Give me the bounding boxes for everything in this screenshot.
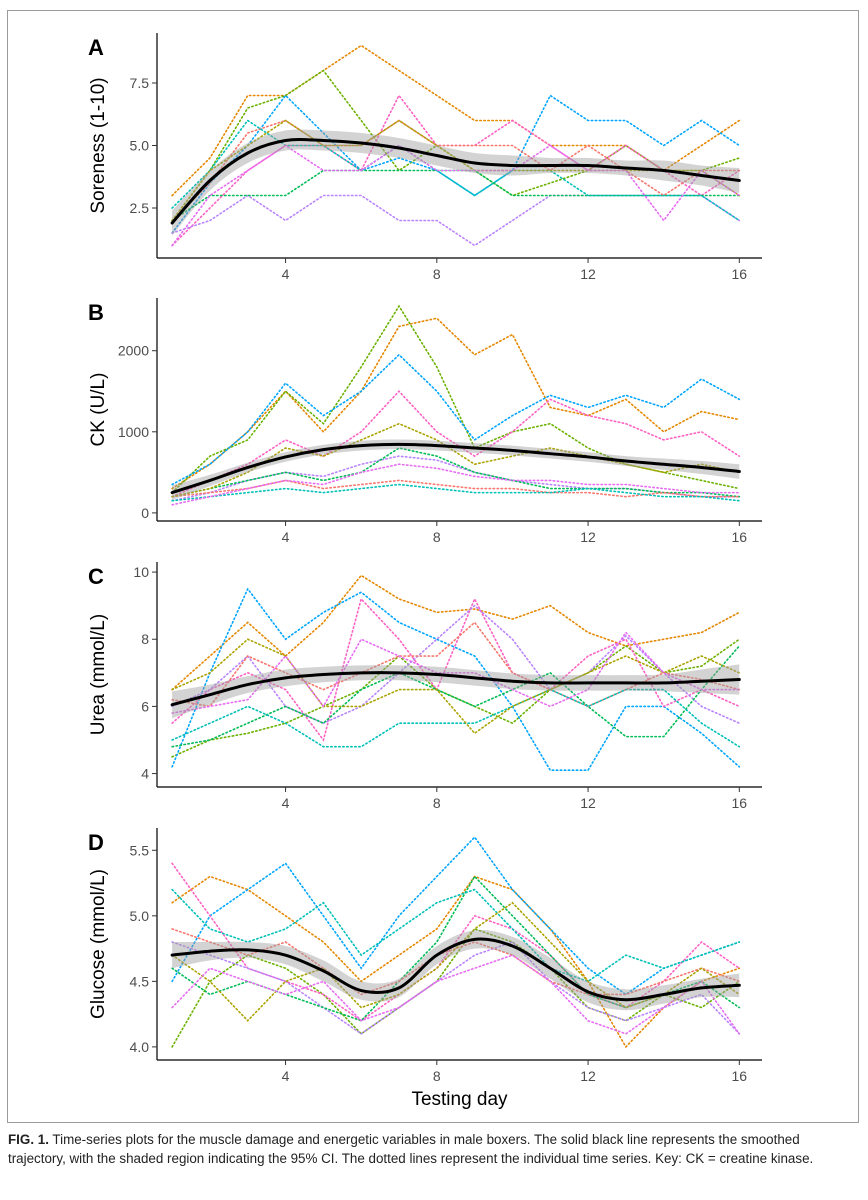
panel-letter-c: C <box>88 564 104 589</box>
series-c-10 <box>171 631 741 714</box>
y-tick-label-d: 4.0 <box>130 1039 150 1055</box>
ci-band-a <box>172 129 740 236</box>
y-tick-label-c: 6 <box>141 698 149 714</box>
smooth-line-d <box>170 937 741 1002</box>
x-tick-label-d: 16 <box>732 1068 748 1084</box>
smooth-line-a <box>170 137 741 225</box>
series-b-6 <box>171 447 741 498</box>
x-tick-label-a: 16 <box>732 266 748 282</box>
y-tick-label-c: 4 <box>141 766 149 782</box>
x-tick-label-b: 12 <box>580 529 596 545</box>
series-a-5 <box>171 194 741 247</box>
y-tick-label-d: 5.5 <box>130 842 150 858</box>
caption-text: Time-series plots for the muscle damage … <box>8 1132 814 1166</box>
x-tick-label-b: 4 <box>282 529 290 545</box>
y-tick-label-c: 8 <box>141 631 149 647</box>
smooth-line-c <box>170 671 741 707</box>
panel-c: 4 6 8 10 4 8 12 16 Urea (mmol/L) C <box>88 562 762 811</box>
y-tick-label-d: 4.5 <box>130 973 150 989</box>
panel-letter-a: A <box>88 35 104 60</box>
chart-panels: 2.5 5.0 7.5 4 8 12 16 Soreness (1-10) A 0 1000 2000… <box>88 33 762 1110</box>
series-a-10 <box>171 144 741 247</box>
series-d-7 <box>171 928 741 996</box>
series-a-8 <box>171 119 741 222</box>
series-a-7 <box>171 119 741 222</box>
x-tick-label-d: 12 <box>580 1068 596 1084</box>
x-axis-title: Testing day <box>411 1089 508 1110</box>
smooth-line-b <box>170 442 741 495</box>
x-tick-label-d: 8 <box>433 1068 441 1084</box>
series-b-10 <box>171 463 741 506</box>
series-c-3 <box>171 587 741 772</box>
y-tick-label-a: 5.0 <box>130 138 150 154</box>
series-d-3 <box>171 835 741 996</box>
x-tick-label-a: 12 <box>580 266 596 282</box>
y-axis-title-d: Glucose (mmol/L) <box>88 869 109 1019</box>
x-tick-label-c: 16 <box>732 795 748 811</box>
series-b-3 <box>171 353 741 486</box>
x-tick-label-c: 4 <box>282 795 290 811</box>
y-axis-title-c: Urea (mmol/L) <box>88 614 109 735</box>
y-tick-label-c: 10 <box>133 564 149 580</box>
series-c-8 <box>171 688 741 748</box>
panel-letter-b: B <box>88 300 104 325</box>
panel-a: 2.5 5.0 7.5 4 8 12 16 Soreness (1-10) A <box>88 33 762 282</box>
ci-band-c <box>172 664 740 719</box>
series-b-7 <box>171 479 741 498</box>
series-d-9 <box>171 901 741 1022</box>
x-tick-label-b: 8 <box>433 529 441 545</box>
series-b-1 <box>171 317 741 490</box>
y-tick-label-b: 0 <box>141 505 149 521</box>
series-a-9 <box>171 119 741 222</box>
x-tick-label-c: 12 <box>580 795 596 811</box>
caption-label: FIG. 1. <box>8 1132 49 1147</box>
series-b-4 <box>171 390 741 498</box>
series-d-2 <box>171 927 741 1048</box>
series-d-5 <box>171 941 741 1035</box>
x-tick-label-c: 8 <box>433 795 441 811</box>
series-c-5 <box>171 604 741 725</box>
y-tick-label-b: 2000 <box>118 343 149 359</box>
ci-band-b <box>172 439 740 500</box>
y-tick-label-b: 1000 <box>118 424 149 440</box>
y-tick-label-a: 2.5 <box>130 200 150 216</box>
series-c-9 <box>171 638 741 735</box>
panel-letter-d: D <box>88 830 104 855</box>
series-d-6 <box>171 875 741 1022</box>
figure-canvas: 2.5 5.0 7.5 4 8 12 16 Soreness (1-10) A 0 1000 2000… <box>88 33 762 1110</box>
x-tick-label-a: 4 <box>282 266 290 282</box>
y-tick-label-d: 5.0 <box>130 908 150 924</box>
series-d-1 <box>171 875 741 1049</box>
series-b-9 <box>171 422 741 498</box>
y-axis-title-a: Soreness (1-10) <box>88 77 109 213</box>
figure-caption: FIG. 1. Time-series plots for the muscle… <box>8 1131 856 1168</box>
y-axis-title-b: CK (U/L) <box>88 373 109 447</box>
panel-b: 0 1000 2000 4 8 12 16 CK (U/L) B <box>88 298 762 545</box>
series-d-8 <box>171 888 741 983</box>
x-tick-label-b: 16 <box>732 529 748 545</box>
ci-band-d <box>172 929 740 1011</box>
series-c-7 <box>171 621 741 708</box>
y-tick-label-a: 7.5 <box>130 75 150 91</box>
panel-d: 4.0 4.5 5.0 5.5 4 8 12 16 Glucose (mmol/L) Testin… <box>88 828 762 1110</box>
x-tick-label-d: 4 <box>282 1068 290 1084</box>
series-b-8 <box>171 483 741 502</box>
x-tick-label-a: 8 <box>433 266 441 282</box>
